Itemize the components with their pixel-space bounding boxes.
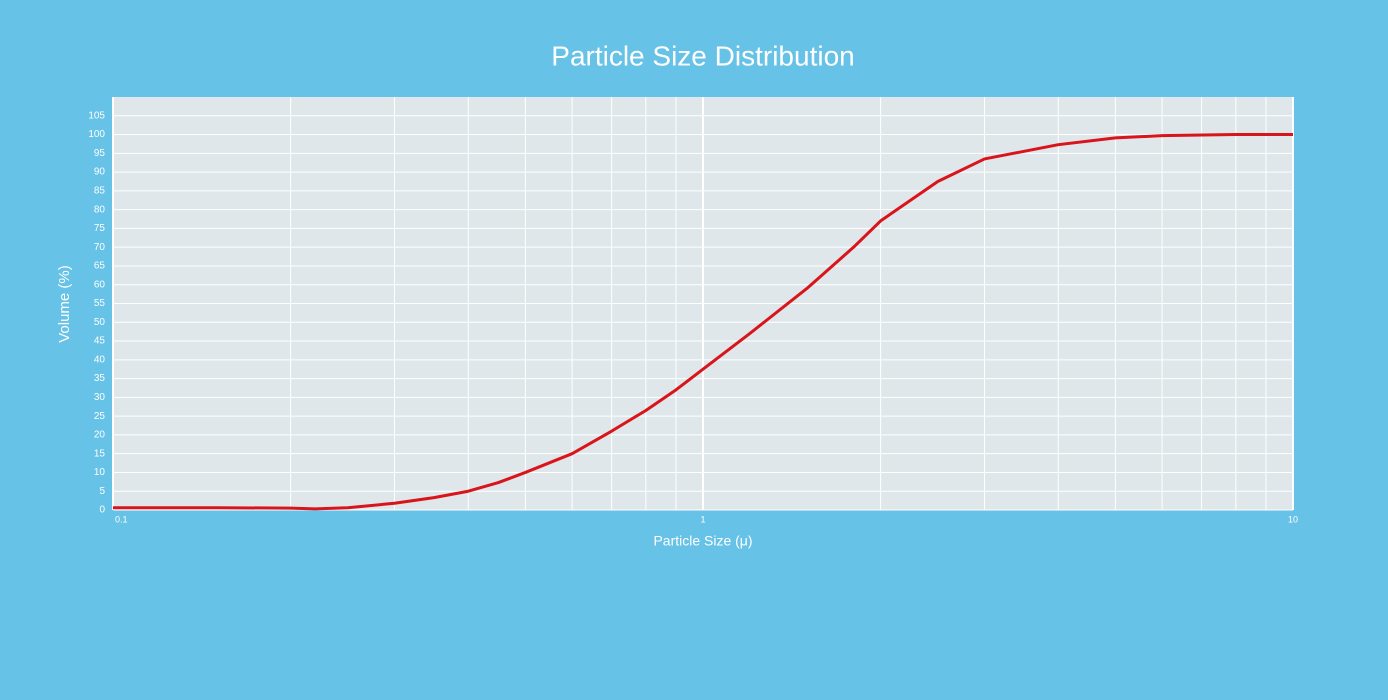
y-tick-label: 80 <box>94 204 106 215</box>
y-tick-label: 75 <box>94 223 106 234</box>
y-tick-label: 20 <box>94 430 106 441</box>
y-tick-label: 30 <box>94 392 106 403</box>
y-tick-label: 10 <box>94 467 106 478</box>
y-tick-label: 60 <box>94 279 106 290</box>
y-tick-label: 90 <box>94 167 106 178</box>
data-line <box>113 133 1293 511</box>
y-tick-label: 55 <box>94 298 106 309</box>
y-tick-label: 95 <box>94 148 106 159</box>
y-tick-label: 100 <box>88 129 105 140</box>
y-tick-label: 105 <box>88 110 105 121</box>
x-tick-label: 0.1 <box>115 514 128 524</box>
y-tick-label: 70 <box>94 242 106 253</box>
y-tick-label: 25 <box>94 411 106 422</box>
y-tick-label: 35 <box>94 373 106 384</box>
y-tick-label: 5 <box>99 486 105 497</box>
x-axis-label: Particle Size (μ) <box>653 533 752 549</box>
y-tick-label: 40 <box>94 354 106 365</box>
x-tick-label: 10 <box>1288 514 1298 524</box>
x-tick-label: 1 <box>700 514 705 524</box>
chart-title: Particle Size Distribution <box>551 40 854 71</box>
y-tick-label: 45 <box>94 336 106 347</box>
y-tick-label: 15 <box>94 448 106 459</box>
y-tick-label: 85 <box>94 186 106 197</box>
y-axis-label: Volume (%) <box>56 265 73 343</box>
y-tick-label: 65 <box>94 261 106 272</box>
y-tick-label: 0 <box>99 505 105 516</box>
y-tick-label: 50 <box>94 317 106 328</box>
